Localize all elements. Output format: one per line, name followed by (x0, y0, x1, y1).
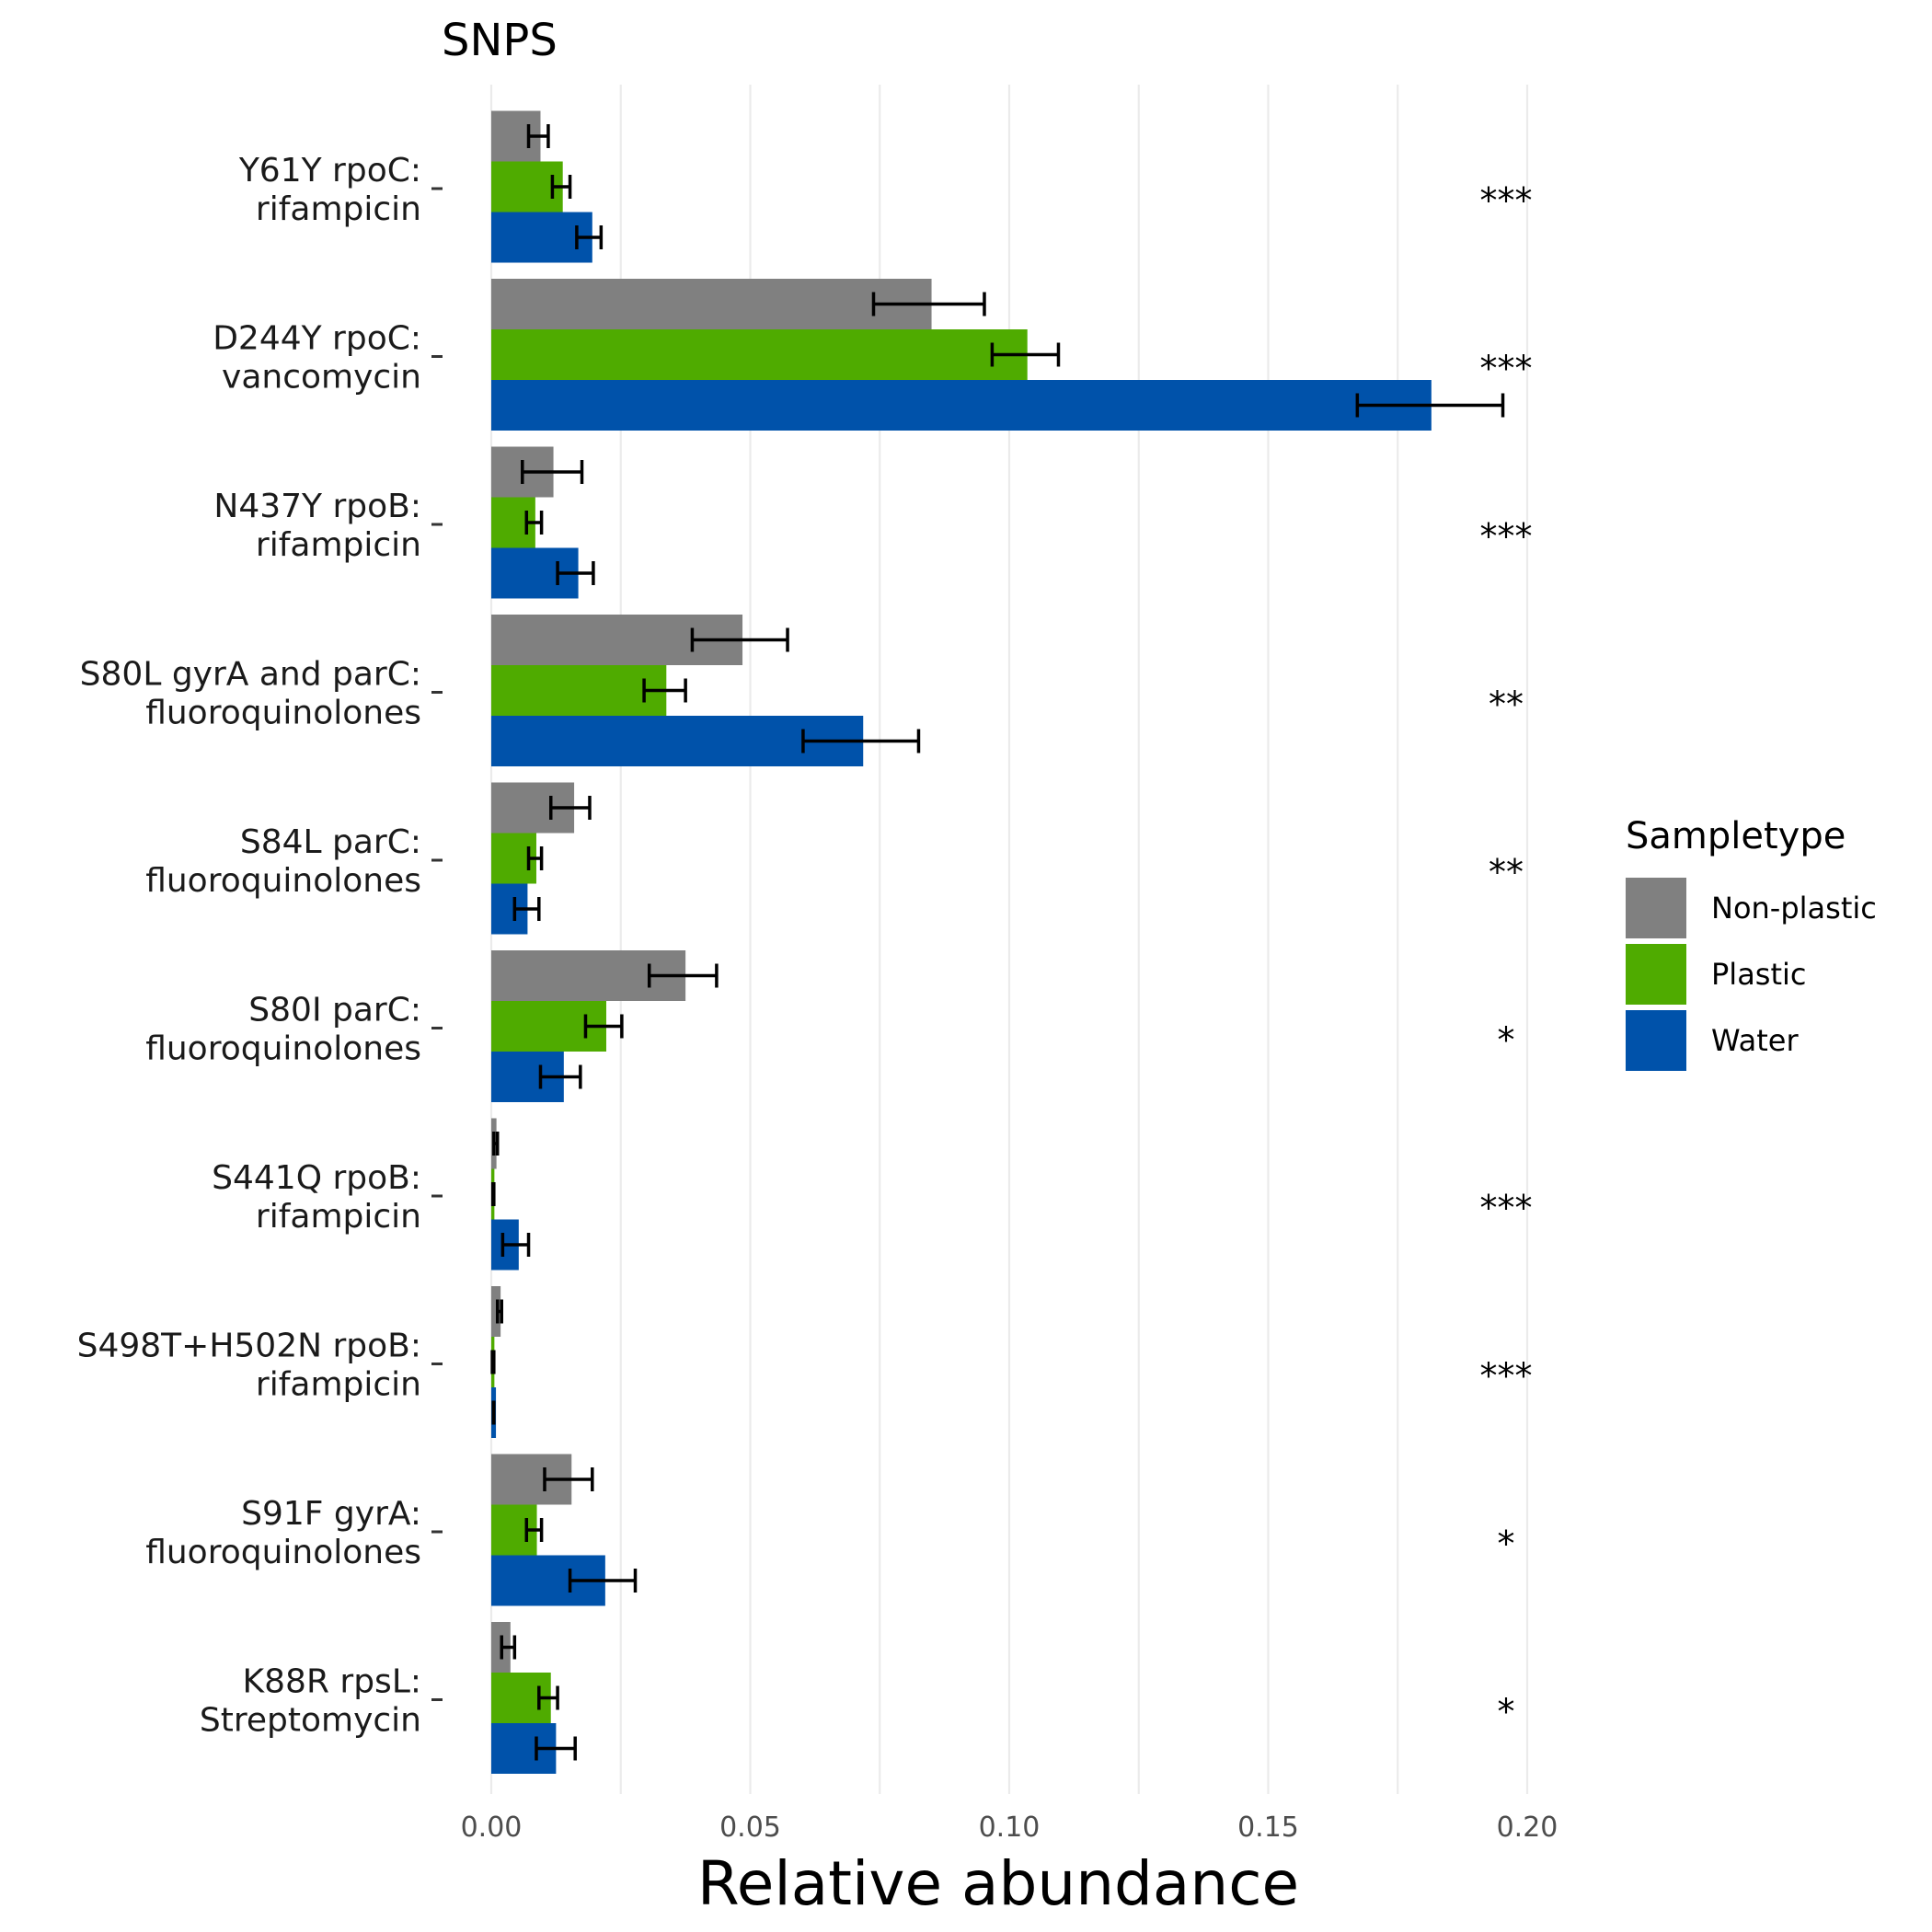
error-bar (575, 225, 604, 249)
significance-label: * (1498, 1692, 1515, 1732)
legend-swatch (1626, 944, 1686, 1005)
error-bar (524, 1518, 544, 1542)
y-tick-label: D244Y rpoC: vancomycin (213, 320, 421, 397)
legend-label: Plastic (1711, 957, 1807, 992)
legend-label: Water (1711, 1023, 1799, 1058)
x-axis-ticks: 0.00 0.05 0.10 0.15 0.20 (461, 1811, 1558, 1844)
error-bar (500, 1233, 531, 1257)
x-tick-label: 0.05 (719, 1811, 781, 1844)
x-tick-label: 0.00 (461, 1811, 523, 1844)
error-bar (537, 1685, 559, 1710)
error-bar (556, 561, 595, 585)
legend-swatch (1626, 878, 1686, 938)
x-tick-label: 0.10 (979, 1811, 1041, 1844)
error-bar (543, 1467, 594, 1491)
error-bar (492, 1132, 500, 1156)
significance-label: *** (1480, 180, 1533, 221)
error-bar (535, 1736, 577, 1761)
error-bar (512, 897, 541, 921)
significance-labels: ********************** (1480, 180, 1533, 1732)
significance-label: *** (1480, 1356, 1533, 1397)
legend: Sampletype Non-plastic Plastic Water (1626, 815, 1877, 1071)
error-bar (491, 1400, 496, 1425)
error-bar (521, 460, 584, 484)
error-bar (548, 796, 592, 820)
y-axis-labels: Y61Y rpoC: rifampicin D244Y rpoC: vancomyci… (77, 152, 443, 1740)
y-tick-label: S441Q rpoB: rifampicin (212, 1159, 421, 1236)
bars-layer (491, 110, 1432, 1774)
bar (491, 716, 864, 766)
error-bar (500, 1635, 517, 1660)
error-bar (550, 175, 572, 199)
error-bar (526, 846, 544, 870)
error-bar (990, 342, 1061, 367)
y-tick-label: K88R rpsL: Streptomycin (200, 1663, 421, 1740)
y-tick-label: S498T+H502N rpoB: rifampicin (77, 1328, 421, 1404)
error-bar (490, 1182, 496, 1206)
y-tick-label: N437Y rpoB: rifampicin (213, 488, 421, 564)
x-tick-label: 0.15 (1237, 1811, 1299, 1844)
error-bar (526, 124, 550, 148)
significance-label: ** (1489, 684, 1524, 725)
bar (491, 329, 1028, 380)
legend-swatch (1626, 1010, 1686, 1071)
x-tick-label: 0.20 (1497, 1811, 1558, 1844)
error-bar (538, 1064, 582, 1089)
y-tick-label: S80I parC: fluoroquinolones (145, 992, 421, 1068)
error-bars-layer (490, 124, 1505, 1761)
bar (491, 665, 667, 716)
error-bar (647, 963, 719, 988)
y-tick-label: Y61Y rpoC: rifampicin (238, 152, 421, 228)
error-bar (524, 511, 544, 535)
error-bar (583, 1014, 624, 1039)
chart-title: SNPS (442, 15, 558, 66)
significance-label: *** (1480, 516, 1533, 557)
significance-label: * (1498, 1524, 1515, 1564)
error-bar (568, 1569, 638, 1593)
error-bar (1355, 393, 1505, 418)
x-axis-title: Relative abundance (697, 1848, 1299, 1919)
error-bar (642, 678, 687, 703)
bar (491, 380, 1432, 431)
error-bar (801, 729, 921, 753)
bar (491, 279, 932, 329)
significance-label: * (1498, 1020, 1515, 1061)
significance-label: *** (1480, 349, 1533, 389)
significance-label: *** (1480, 1188, 1533, 1228)
legend-label: Non-plastic (1711, 891, 1877, 926)
y-tick-label: S80L gyrA and parC: fluoroquinolones (80, 656, 421, 732)
error-bar (690, 627, 789, 652)
legend-title: Sampletype (1626, 815, 1846, 857)
error-bar (490, 1350, 496, 1374)
error-bar (871, 292, 986, 316)
significance-label: ** (1489, 852, 1524, 892)
error-bar (496, 1299, 504, 1324)
y-tick-label: S91F gyrA: fluoroquinolones (145, 1495, 421, 1571)
y-tick-label: S84L parC: fluoroquinolones (145, 823, 421, 900)
